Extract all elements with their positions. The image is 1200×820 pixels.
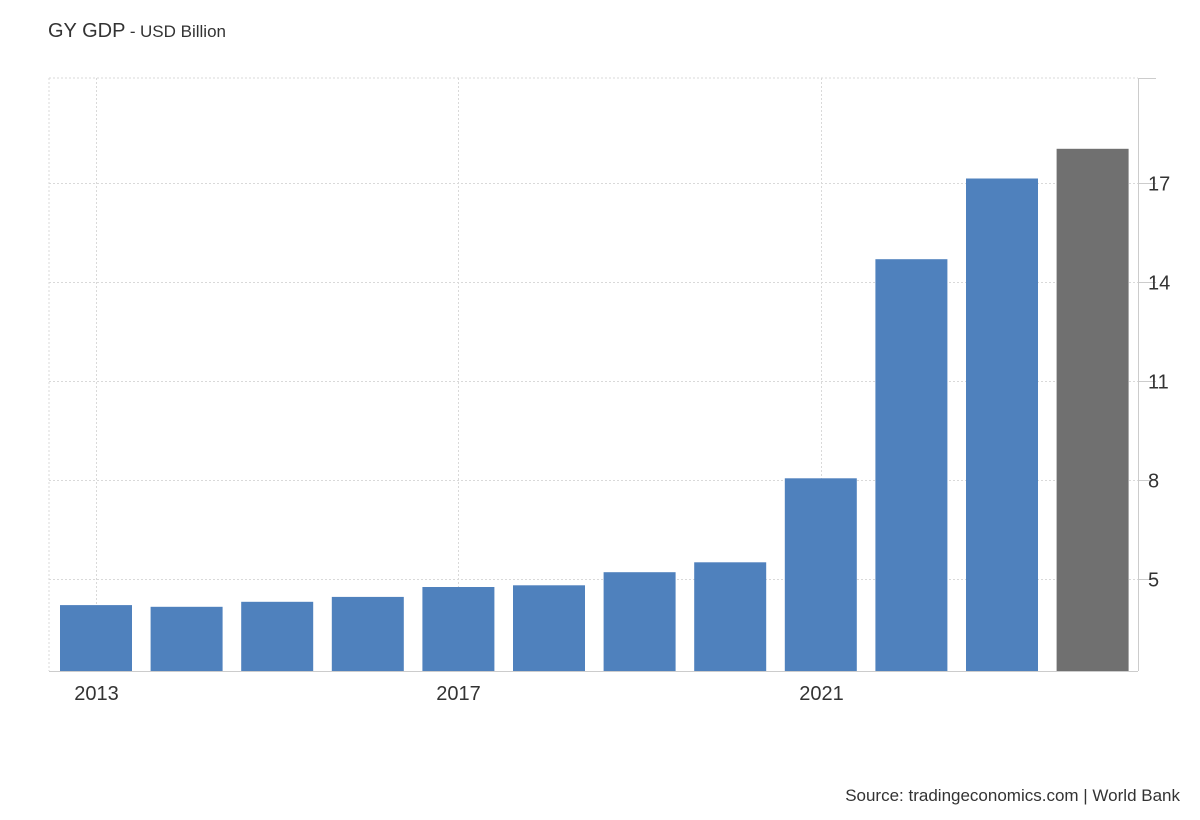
bar-2018[interactable] [513,585,585,671]
x-tick-label: 2017 [436,683,481,705]
bar-2015[interactable] [241,601,314,671]
y-tick-label: 11 [1148,372,1169,394]
bar-2014[interactable] [150,606,223,671]
bar-2013[interactable] [60,605,132,671]
bar-2017[interactable] [422,587,495,671]
chart-title: GY GDP - USD Billion [48,20,226,43]
source-attribution: Source: tradingeconomics.com | World Ban… [845,786,1180,805]
chart-title-subtitle: USD Billion [140,22,226,41]
bar-2019[interactable] [603,572,676,671]
chart-title-main: GY GDP [48,20,126,42]
bar-2020[interactable] [694,562,767,671]
grid-layer [48,77,1138,671]
bars-layer [60,148,1129,672]
chart-title-separator: - [129,22,136,41]
bar-2023[interactable] [966,178,1038,672]
y-tick-label: 8 [1148,471,1159,493]
bar-2024[interactable] [1056,148,1129,672]
bar-2022[interactable] [875,259,948,671]
x-tick-label: 2013 [74,683,119,705]
y-tick-label: 5 [1148,570,1159,592]
x-tick-label: 2021 [799,683,844,705]
labels-layer: 5 8 11 14 17 2013 2017 2021 [74,174,1170,706]
y-tick-label: 14 [1148,273,1170,295]
axis-layer [49,78,1156,672]
y-tick-label: 17 [1148,174,1170,196]
bar-2021[interactable] [784,478,857,671]
bar-2016[interactable] [331,596,404,671]
